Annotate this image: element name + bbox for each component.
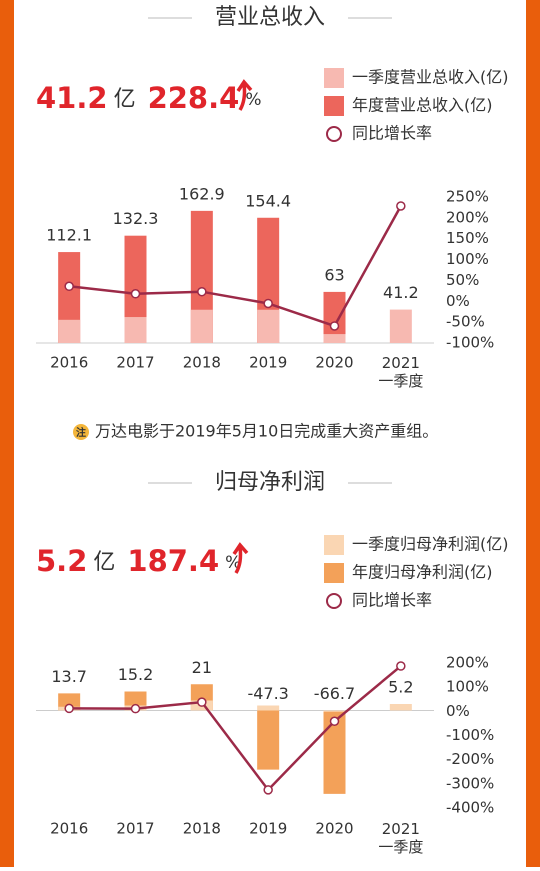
line-point <box>329 716 340 726</box>
x-tick-label: 2021 一季度 <box>378 820 423 856</box>
y2-tick-label: 0% <box>446 292 470 310</box>
headline-growth: 228.4 <box>148 81 240 115</box>
y2-tick-label: 100% <box>446 250 489 268</box>
data-label: 112.1 <box>46 226 92 245</box>
x-tick-label: 2017 <box>116 354 154 372</box>
line-point <box>263 298 273 309</box>
y2-tick-label: 0% <box>446 702 470 720</box>
x-tick-label: 2021 一季度 <box>378 354 423 390</box>
y2-tick-label: -400% <box>446 799 494 817</box>
bar <box>257 710 280 770</box>
line-point <box>64 703 74 714</box>
line <box>69 205 402 328</box>
bar <box>58 319 81 343</box>
line-point <box>396 661 406 671</box>
bar <box>323 710 346 794</box>
bar <box>257 705 280 711</box>
legend-marker <box>324 96 344 116</box>
x-tick-label: 2020 <box>315 354 353 372</box>
chart-title: 归母净利润 <box>215 470 325 495</box>
data-label: -47.3 <box>247 684 288 703</box>
legend-label: 年度营业总收入(亿) <box>352 96 493 115</box>
data-label: 63 <box>324 265 344 284</box>
x-tick-label: 2020 <box>315 820 353 838</box>
legend-label: 同比增长率 <box>352 124 432 143</box>
data-label: 13.7 <box>51 667 87 686</box>
legend-label: 一季度营业总收入(亿) <box>352 68 509 87</box>
line <box>69 665 402 792</box>
line-point <box>263 785 273 795</box>
bar <box>323 334 346 343</box>
y2-tick-label: 50% <box>446 271 479 289</box>
line-point <box>130 703 141 714</box>
up-arrow <box>232 542 249 574</box>
line-point <box>329 321 340 331</box>
note: 万达电影于2019年5月10日完成重大资产重组。 <box>95 422 438 441</box>
bar <box>389 309 412 343</box>
y2-tick-label: -100% <box>446 726 494 744</box>
line-point <box>197 286 207 297</box>
legend-marker <box>324 535 344 555</box>
bar <box>58 693 81 711</box>
x-tick-label: 2016 <box>50 354 88 372</box>
headline-growth: 187.4 <box>127 544 219 578</box>
legend-label: 同比增长率 <box>352 591 432 610</box>
y2-tick-label: 100% <box>446 678 489 696</box>
bar <box>389 704 412 711</box>
bar <box>124 317 147 343</box>
up-arrow <box>236 79 253 111</box>
x-tick-label: 2019 <box>249 354 287 372</box>
data-label: 162.9 <box>179 184 225 203</box>
bar <box>323 291 346 343</box>
note-icon <box>73 424 89 440</box>
headline-value: 41.2 <box>36 81 108 115</box>
headline-growth-unit: % <box>245 90 261 110</box>
y2-tick-label: -100% <box>446 334 494 352</box>
data-label: 132.3 <box>113 209 159 228</box>
y2-tick-label: -50% <box>446 313 485 331</box>
headline-unit: 亿 <box>93 550 115 575</box>
legend-marker <box>326 593 342 609</box>
legend-marker <box>324 68 344 88</box>
bar <box>323 710 346 712</box>
legend-label: 一季度归母净利润(亿) <box>352 535 509 554</box>
y2-tick-label: 200% <box>446 208 489 226</box>
x-tick-label: 2018 <box>183 820 221 838</box>
note-icon-text: 注 <box>76 426 86 439</box>
headline-value: 5.2 <box>36 544 87 578</box>
data-label: 15.2 <box>118 665 154 684</box>
y2-tick-label: -300% <box>446 774 494 792</box>
line-point <box>197 697 207 707</box>
legend-label: 年度归母净利润(亿) <box>352 563 493 582</box>
y2-tick-label: 200% <box>446 654 489 672</box>
y2-tick-label: -200% <box>446 750 494 768</box>
headline: 5.2 亿 187.4% <box>36 544 241 578</box>
data-label: 41.2 <box>383 283 419 302</box>
line-point <box>64 281 74 292</box>
data-label: 5.2 <box>388 678 413 697</box>
bar <box>257 309 280 343</box>
y2-tick-label: 150% <box>446 229 489 247</box>
bar <box>190 309 213 343</box>
left-border <box>0 0 14 867</box>
right-border <box>526 0 540 867</box>
y2-tick-label: 250% <box>446 188 489 206</box>
x-tick-label: 2016 <box>50 820 88 838</box>
data-label: -66.7 <box>314 684 355 703</box>
data-label: 21 <box>192 658 212 677</box>
x-tick-label: 2017 <box>116 820 154 838</box>
headline-unit: 亿 <box>114 87 136 112</box>
line-point <box>396 201 406 211</box>
legend-marker <box>326 126 342 142</box>
x-tick-label: 2019 <box>249 820 287 838</box>
data-label: 154.4 <box>245 191 291 210</box>
line-point <box>130 289 141 299</box>
x-tick-label: 2018 <box>183 354 221 372</box>
headline: 41.2 亿 228.4% <box>36 81 261 115</box>
legend-marker <box>324 563 344 583</box>
chart-title: 营业总收入 <box>215 5 325 30</box>
